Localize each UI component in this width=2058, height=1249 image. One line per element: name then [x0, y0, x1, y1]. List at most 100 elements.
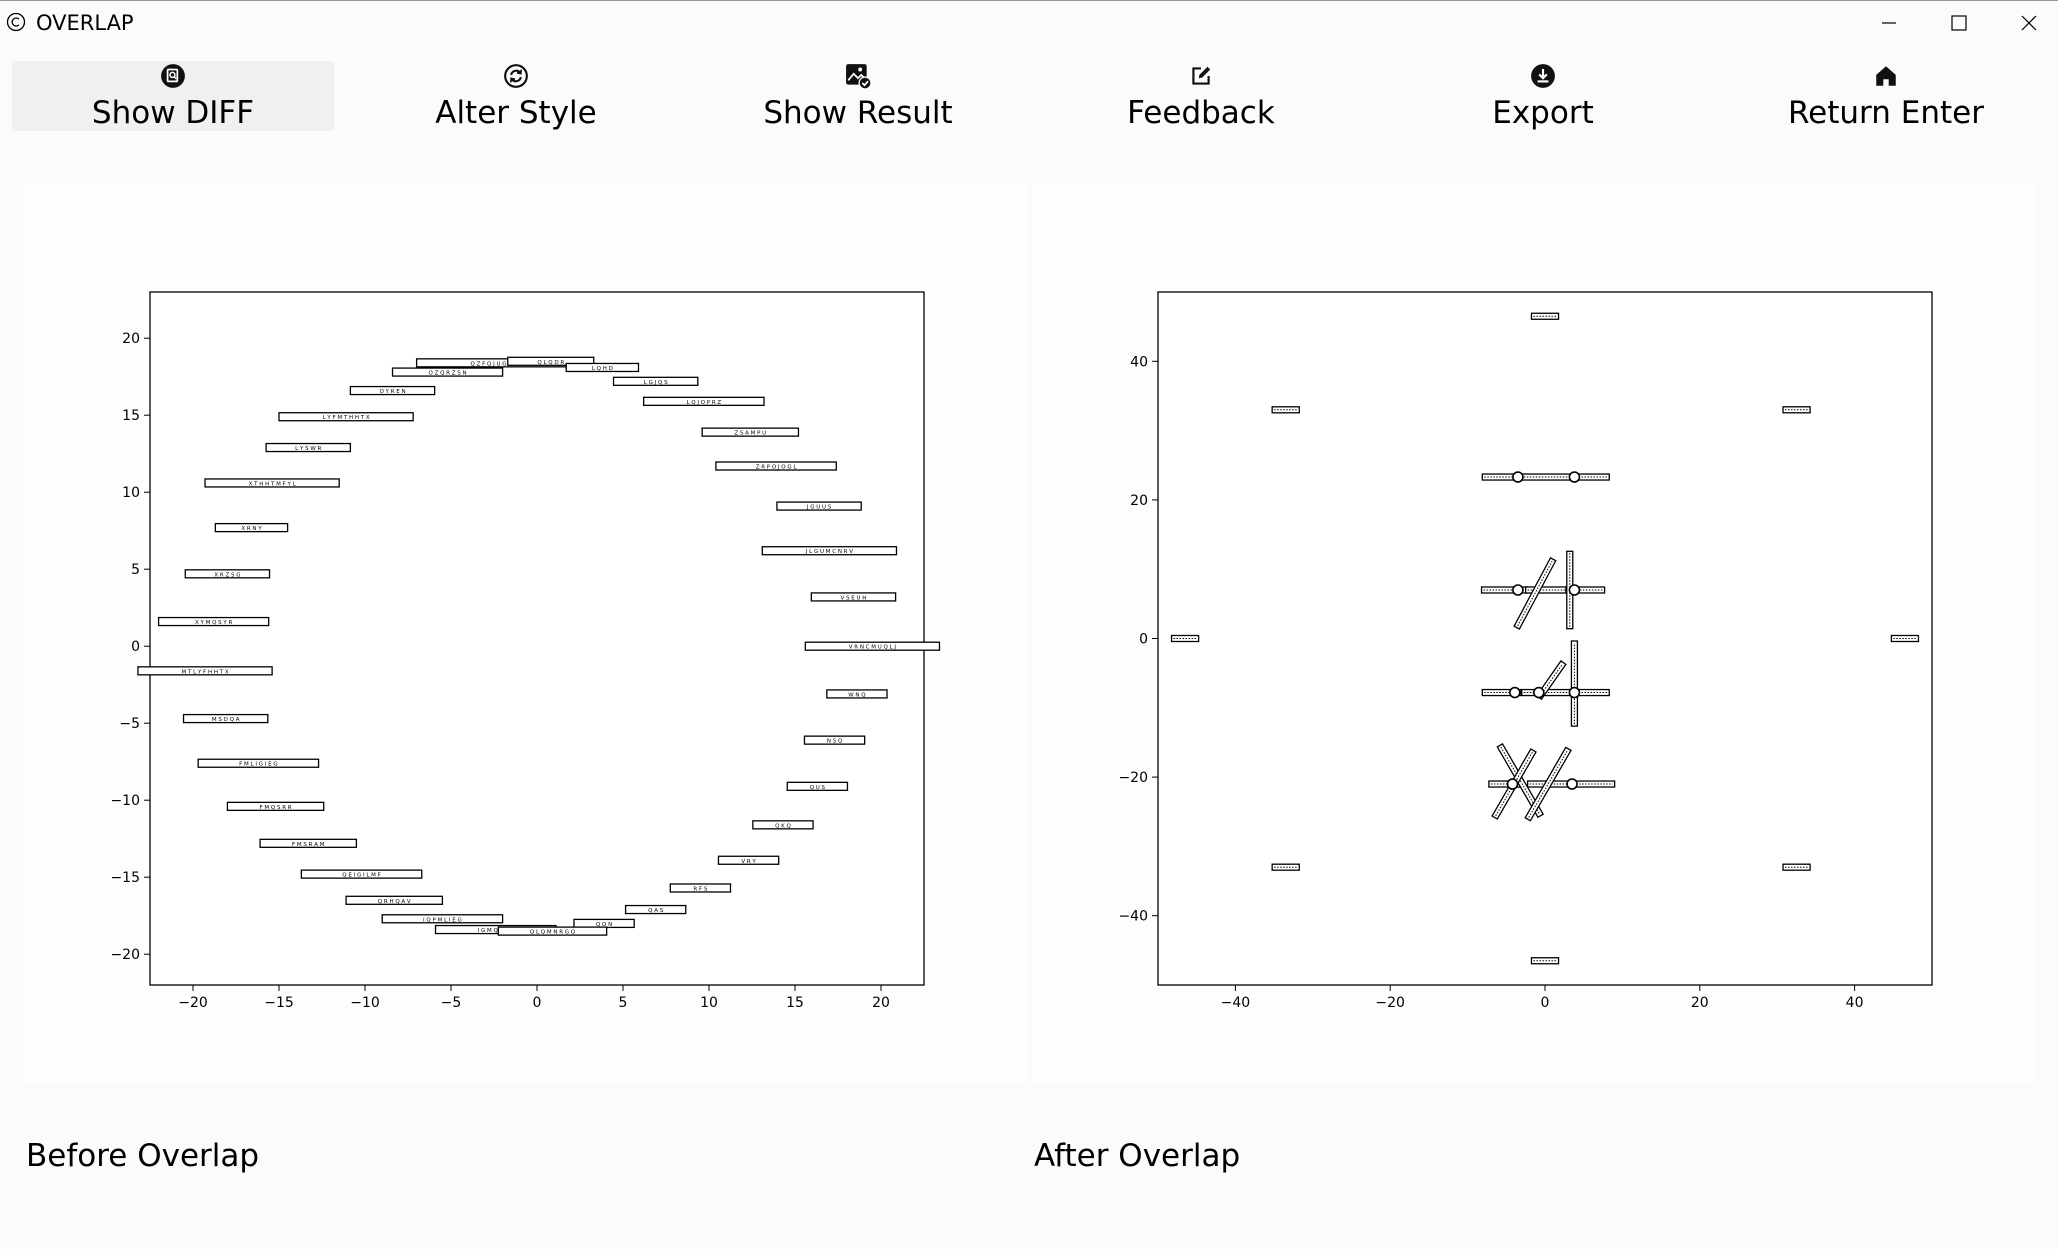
image-check-icon: [846, 64, 871, 89]
export-button[interactable]: Export: [1382, 61, 1704, 131]
alter-style-button[interactable]: Alter Style: [355, 61, 677, 131]
feedback-button[interactable]: Feedback: [1040, 61, 1362, 131]
text-box-label: Q Z F Q J U G T N: [471, 361, 518, 367]
text-box-frame: [1481, 688, 1522, 697]
text-box-point: L Q H D: [565, 362, 640, 373]
text-box-frame: [265, 442, 352, 453]
text-box-frame: [1271, 863, 1300, 871]
text-box-point: Q L Q M N R G Q: [497, 926, 608, 936]
x-tick-label: −5: [441, 995, 462, 1011]
text-box-frame: [786, 781, 849, 791]
return-enter-label: Return Enter: [1788, 95, 1984, 131]
text-box-frame: [137, 666, 273, 676]
text-box-label: Q R H Q A V: [378, 899, 411, 905]
text-box-label: F M S R A M: [292, 842, 325, 848]
close-button[interactable]: [1994, 1, 2058, 45]
data-points: Q Z F Q J U G T N Q L Q D R L Q H D O Z Q R…: [137, 356, 941, 936]
text-box-frame: [184, 569, 271, 579]
text-box-point: [1521, 688, 1577, 697]
maximize-icon: [1951, 15, 1967, 31]
plot-frame: [1157, 291, 1933, 986]
return-enter-button[interactable]: Return Enter: [1725, 61, 2047, 131]
text-box-frame: [715, 461, 837, 471]
text-box-point: M T L Y F H H T X: [137, 666, 273, 676]
text-box-frame: [826, 689, 888, 699]
text-box-point: J G U U S: [776, 501, 862, 511]
home-icon: [1876, 66, 1896, 86]
maximize-button[interactable]: [1924, 1, 1994, 45]
text-box-frame: [612, 376, 699, 386]
x-tick-label: 0: [1541, 995, 1550, 1011]
text-box-frame: [300, 869, 423, 879]
text-box-point: M S D Q A: [182, 713, 269, 724]
minimize-icon: [1882, 22, 1896, 24]
text-box-label: Z R P O J O G L: [756, 465, 798, 471]
show-result-button[interactable]: Show Result: [697, 61, 1019, 131]
y-tick-label: 5: [131, 562, 140, 578]
text-box-frame: [507, 356, 595, 366]
text-box-frame: [804, 641, 941, 651]
text-box-frame: [701, 427, 800, 437]
text-box-point: X T H H T M F Y L: [204, 478, 340, 488]
after-overlap-chart: −40 −20 0 20 40 −40 −20 0 20 40: [1118, 291, 1933, 1011]
text-box-label: O Z Q R Z S N: [428, 371, 466, 377]
y-tick-label: 0: [1139, 632, 1148, 648]
text-box-label: L Y F M T H H T X: [323, 415, 370, 421]
text-box-frame: [157, 616, 270, 627]
y-tick-label: −20: [1118, 770, 1148, 786]
text-box-frame: [1170, 634, 1200, 643]
show-diff-button[interactable]: Show DIFF: [12, 61, 334, 131]
text-box-point: X Y M Q S Y R: [157, 616, 270, 627]
text-box-label: L Y S W R: [295, 446, 321, 452]
text-box-point: [1530, 312, 1560, 320]
x-tick-label: 0: [533, 995, 542, 1011]
text-box-point: [1570, 640, 1579, 727]
show-diff-label: Show DIFF: [91, 95, 255, 131]
anchor-point: [1512, 471, 1524, 483]
text-box-frame: [1530, 312, 1560, 320]
x-tick-label: −20: [1375, 995, 1405, 1011]
text-box-frame: [349, 385, 436, 396]
text-box-label: Q U S: [810, 785, 826, 791]
text-box-point: X R N Y: [214, 522, 289, 533]
text-box-frame: [1271, 406, 1300, 414]
minimize-button[interactable]: [1854, 1, 1924, 45]
text-box-label: M T L Y F H H T X: [182, 669, 229, 675]
anchor-point: [1506, 778, 1519, 790]
x-tick-label: 20: [872, 995, 890, 1011]
text-box-point: [1890, 634, 1920, 643]
download-icon: [1531, 64, 1555, 88]
text-box-label: X T H H T M F Y L: [249, 481, 297, 487]
y-tick-label: 15: [122, 408, 140, 424]
text-box-label: R F S: [693, 886, 707, 892]
text-box-point: J L G U M C N R V: [761, 546, 898, 556]
text-box-frame: [1782, 863, 1811, 871]
text-box-label: I G M Q E R S: [478, 928, 515, 934]
text-box-label: Q A S: [648, 908, 664, 914]
text-box-point: Z R P O J O G L: [715, 461, 837, 471]
text-box-point: L G J Q S: [612, 376, 699, 386]
text-box-point: L Q J O P R Z: [642, 396, 765, 406]
text-box-label: L Q H D: [592, 366, 613, 372]
text-box-frame: [669, 883, 732, 893]
text-box-label: N S Q: [827, 739, 843, 745]
window-title: OVERLAP: [36, 11, 134, 35]
y-tick-label: 40: [1130, 354, 1148, 370]
y-tick-label: −5: [119, 716, 140, 732]
text-box-label: Q O N: [596, 922, 612, 928]
text-box-frame: [381, 914, 504, 924]
x-tick-label: −40: [1221, 995, 1251, 1011]
copyright-logo-icon: [6, 12, 26, 32]
text-box-frame: [810, 592, 897, 602]
text-box-point: [1524, 746, 1572, 822]
text-box-frame: [1524, 746, 1572, 822]
text-box-point: N S Q: [803, 735, 866, 745]
x-tick-label: 5: [619, 995, 628, 1011]
text-box-point: Q R H Q A V: [345, 895, 444, 905]
plot-frame: [149, 291, 925, 986]
text-box-point: F M Q S R R: [226, 801, 325, 812]
x-tick-label: −10: [350, 995, 380, 1011]
y-tick-label: −20: [110, 947, 140, 963]
anchor-point: [1566, 778, 1578, 790]
text-box-label: F M L I G I E G: [239, 762, 277, 768]
